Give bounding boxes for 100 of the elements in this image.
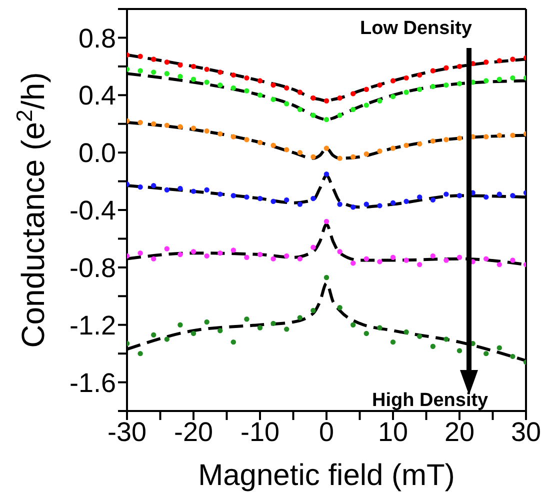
point bbox=[390, 254, 396, 260]
point bbox=[178, 124, 183, 130]
point bbox=[310, 244, 316, 250]
point bbox=[284, 197, 290, 203]
point bbox=[404, 90, 409, 95]
point bbox=[218, 70, 223, 75]
point bbox=[244, 316, 250, 322]
point bbox=[496, 132, 502, 138]
point bbox=[151, 256, 156, 262]
point bbox=[297, 150, 302, 156]
point bbox=[310, 196, 316, 202]
point bbox=[151, 121, 156, 126]
point bbox=[430, 253, 436, 259]
point bbox=[297, 202, 302, 207]
point bbox=[310, 308, 316, 314]
point bbox=[138, 250, 143, 256]
point bbox=[350, 106, 356, 112]
point bbox=[510, 193, 516, 198]
point bbox=[390, 339, 396, 345]
point bbox=[377, 148, 382, 154]
point bbox=[404, 198, 409, 204]
point bbox=[244, 254, 250, 260]
point bbox=[190, 330, 196, 336]
point bbox=[138, 184, 143, 190]
point bbox=[456, 348, 462, 354]
x-tick-label: 20 bbox=[444, 417, 475, 448]
point bbox=[204, 80, 210, 85]
point bbox=[337, 305, 342, 310]
x-tick-label: 30 bbox=[510, 417, 542, 448]
point bbox=[218, 82, 223, 88]
point bbox=[510, 354, 516, 360]
point bbox=[417, 86, 422, 92]
point bbox=[230, 134, 236, 140]
point bbox=[218, 192, 223, 197]
point bbox=[138, 68, 143, 74]
y-tick-label: 0.0 bbox=[78, 138, 116, 168]
point bbox=[284, 253, 290, 259]
point bbox=[484, 256, 489, 262]
point bbox=[350, 204, 356, 210]
point bbox=[257, 252, 263, 258]
point bbox=[510, 258, 516, 263]
x-tick-label: -10 bbox=[240, 417, 280, 448]
point bbox=[324, 218, 330, 224]
point bbox=[364, 102, 369, 108]
point bbox=[377, 259, 382, 264]
point bbox=[284, 326, 290, 332]
point bbox=[218, 328, 223, 334]
x-tick-label: 10 bbox=[378, 417, 408, 448]
point bbox=[337, 202, 342, 207]
point bbox=[257, 325, 263, 330]
point bbox=[310, 112, 316, 118]
x-axis-title: Magnetic field (mT) bbox=[198, 459, 455, 492]
point bbox=[204, 253, 210, 259]
point bbox=[510, 75, 516, 81]
point bbox=[297, 256, 302, 262]
annotation: High Density bbox=[372, 390, 488, 412]
point bbox=[404, 142, 409, 148]
point bbox=[456, 64, 462, 70]
point bbox=[484, 134, 489, 140]
point bbox=[350, 260, 356, 266]
point bbox=[178, 62, 183, 68]
point bbox=[430, 344, 436, 349]
point bbox=[350, 154, 356, 160]
point bbox=[204, 128, 210, 134]
point bbox=[138, 54, 143, 59]
point bbox=[417, 334, 422, 339]
point bbox=[204, 187, 210, 192]
point bbox=[364, 86, 369, 92]
point bbox=[310, 154, 316, 160]
point bbox=[364, 256, 369, 262]
point bbox=[270, 96, 276, 102]
point bbox=[484, 194, 489, 200]
point bbox=[270, 198, 276, 204]
x-tick-label: -30 bbox=[107, 417, 147, 448]
point bbox=[257, 140, 263, 146]
point bbox=[390, 78, 396, 84]
point bbox=[324, 98, 330, 104]
point bbox=[190, 76, 196, 82]
point bbox=[244, 137, 250, 142]
point bbox=[496, 192, 502, 197]
point bbox=[297, 315, 302, 320]
point bbox=[178, 186, 183, 192]
y-tick-label: -1.6 bbox=[69, 368, 116, 398]
point bbox=[284, 101, 290, 106]
point bbox=[390, 146, 396, 151]
point bbox=[230, 248, 236, 253]
point bbox=[270, 142, 276, 148]
point bbox=[164, 336, 170, 342]
point bbox=[164, 246, 170, 252]
point bbox=[496, 76, 502, 82]
annotation: Low Density bbox=[360, 18, 472, 40]
point bbox=[337, 112, 342, 118]
point bbox=[310, 95, 316, 101]
point bbox=[456, 136, 462, 141]
point bbox=[164, 187, 170, 192]
point bbox=[484, 78, 489, 84]
point bbox=[151, 332, 156, 338]
point bbox=[244, 194, 250, 200]
point bbox=[496, 262, 502, 268]
point bbox=[244, 88, 250, 94]
